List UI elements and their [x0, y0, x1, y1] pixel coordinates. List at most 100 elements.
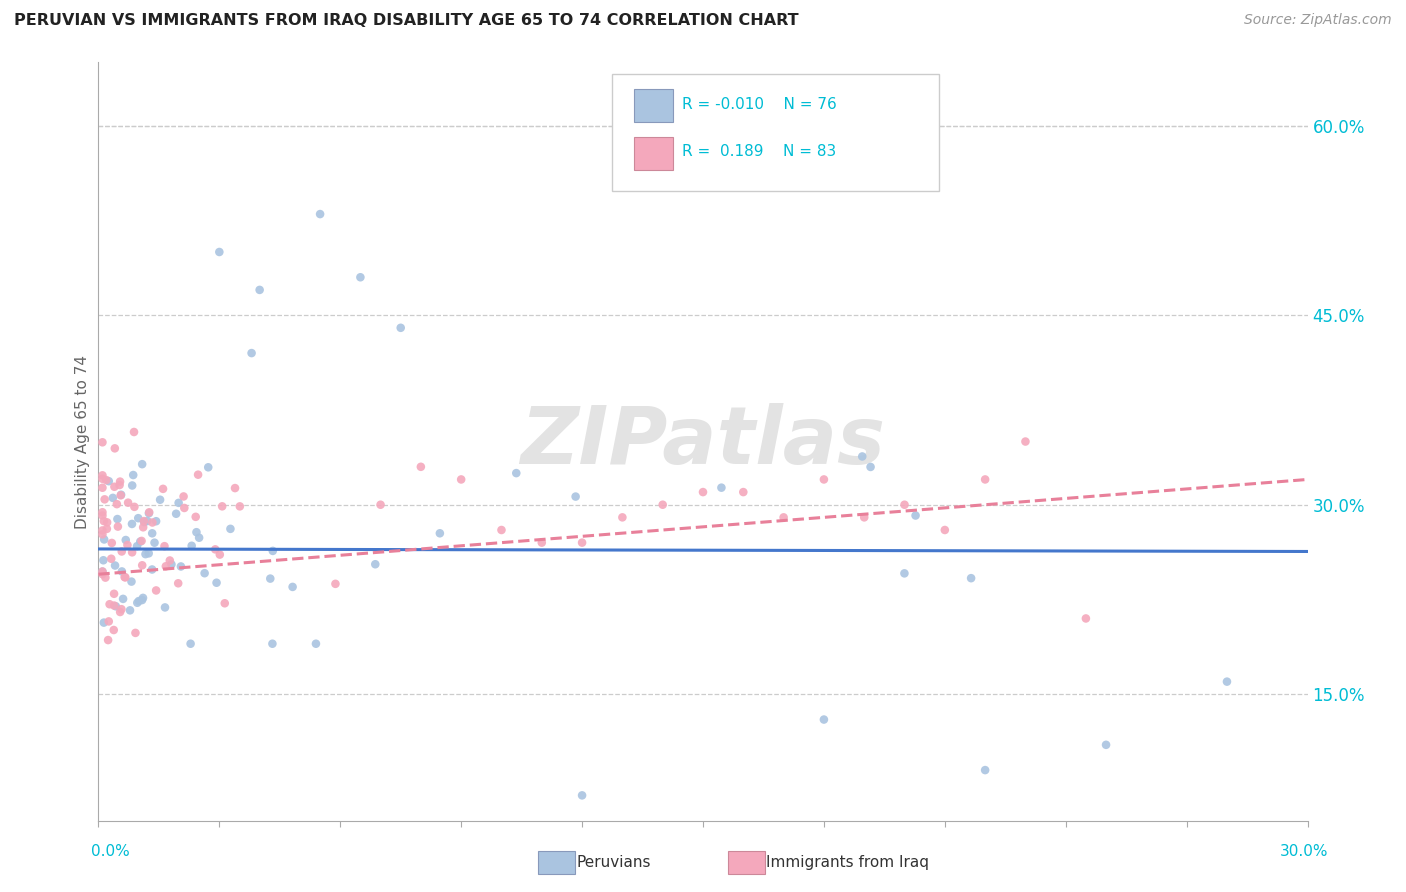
Point [409, 459, 432, 474]
Point [219, 522, 242, 536]
Point [114, 570, 136, 584]
Point [131, 457, 153, 471]
Point [211, 500, 233, 514]
Text: R = -0.010    N = 76: R = -0.010 N = 76 [682, 96, 837, 112]
Point [813, 713, 835, 727]
Text: 30.0%: 30.0% [1281, 845, 1329, 859]
Point [159, 553, 181, 567]
Point [100, 551, 122, 566]
Text: Immigrants from Iraq: Immigrants from Iraq [766, 855, 929, 870]
Point [107, 519, 129, 533]
Point [571, 789, 593, 803]
Point [122, 468, 145, 483]
Point [153, 600, 176, 615]
Point [108, 605, 131, 619]
Point [281, 580, 304, 594]
Point [349, 270, 371, 285]
Point [571, 535, 593, 549]
Point [1014, 434, 1036, 449]
Point [117, 496, 139, 510]
Point [155, 559, 177, 574]
Point [491, 523, 513, 537]
Point [131, 593, 153, 607]
Point [259, 572, 281, 586]
Text: Peruvians: Peruvians [576, 855, 651, 870]
Point [389, 321, 412, 335]
Point [118, 603, 141, 617]
Point [974, 473, 997, 487]
Point [893, 566, 915, 581]
Point [262, 637, 284, 651]
Point [205, 575, 228, 590]
Point [111, 565, 134, 579]
Point [103, 587, 125, 601]
Point [145, 583, 167, 598]
Point [173, 490, 195, 504]
Point [208, 548, 231, 562]
Point [107, 512, 129, 526]
Point [128, 594, 150, 608]
Point [127, 596, 149, 610]
Point [851, 450, 873, 464]
Point [180, 637, 202, 651]
Point [132, 591, 155, 605]
Point [170, 559, 193, 574]
Point [165, 507, 187, 521]
Point [110, 488, 132, 502]
Point [429, 526, 451, 541]
Point [114, 570, 136, 584]
Point [103, 599, 125, 613]
Text: ZIPatlas: ZIPatlas [520, 402, 886, 481]
Point [167, 496, 190, 510]
Point [208, 244, 231, 259]
Point [96, 473, 118, 487]
Point [893, 498, 915, 512]
Point [93, 553, 115, 567]
Point [934, 523, 956, 537]
Point [186, 525, 208, 540]
Point [692, 485, 714, 500]
Point [91, 472, 114, 486]
Point [104, 558, 127, 573]
Point [136, 514, 159, 528]
Point [129, 534, 152, 549]
Point [530, 535, 553, 549]
Point [138, 546, 160, 560]
Point [103, 480, 125, 494]
Point [104, 442, 127, 456]
Point [101, 536, 124, 550]
Point [710, 481, 733, 495]
Point [91, 524, 114, 538]
Point [91, 508, 114, 523]
Point [117, 538, 139, 552]
Point [138, 506, 160, 520]
Point [121, 516, 143, 531]
Point [141, 526, 163, 541]
Point [224, 481, 246, 495]
Point [733, 485, 755, 500]
Point [974, 763, 997, 777]
Point [131, 533, 153, 548]
Text: Source: ZipAtlas.com: Source: ZipAtlas.com [1244, 13, 1392, 28]
Point [132, 514, 155, 528]
Point [93, 615, 115, 630]
Point [97, 474, 120, 488]
FancyBboxPatch shape [634, 89, 672, 122]
Point [149, 492, 172, 507]
Point [194, 566, 217, 581]
Point [187, 467, 209, 482]
Point [772, 510, 794, 524]
Point [121, 478, 143, 492]
Point [91, 565, 114, 579]
Point [180, 539, 202, 553]
Point [91, 565, 114, 579]
Point [364, 558, 387, 572]
Point [93, 533, 115, 547]
Point [1074, 611, 1097, 625]
Point [96, 522, 118, 536]
Point [173, 500, 195, 515]
Point [104, 599, 127, 614]
Point [121, 545, 143, 559]
Point [134, 515, 156, 529]
Point [309, 207, 332, 221]
